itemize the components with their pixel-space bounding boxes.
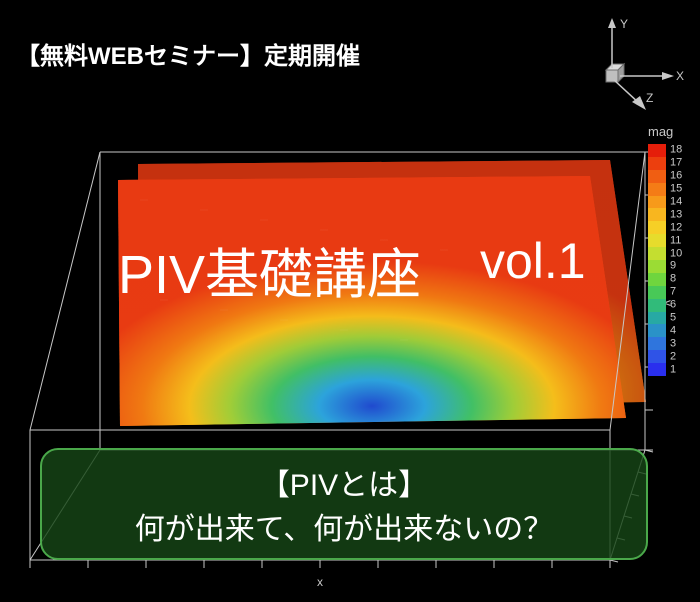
colorbar-title: mag [648, 124, 673, 139]
colorbar-seg [648, 170, 666, 183]
colorbar-tick: 9 [670, 261, 676, 272]
figure-root: 【無料WEBセミナー】定期開催 Y X Z [0, 0, 700, 602]
colorbar-seg [648, 324, 666, 337]
colorbar-tick: 13 [670, 209, 682, 220]
colorbar-tick: 5 [670, 313, 676, 324]
colorbar-seg [648, 183, 666, 196]
colorbar: mag 181716151413121110987654321 [648, 144, 666, 376]
volume-label: vol.1 [480, 232, 586, 290]
colorbar-strip [648, 144, 666, 376]
main-title: PIV基礎講座 [118, 230, 421, 309]
colorbar-seg [648, 208, 666, 221]
colorbar-seg [648, 312, 666, 325]
colorbar-seg [648, 196, 666, 209]
colorbar-tick: 3 [670, 338, 676, 349]
colorbar-seg [648, 247, 666, 260]
colorbar-seg [648, 286, 666, 299]
colorbar-tick: 15 [670, 184, 682, 195]
colorbar-tick: 11 [670, 235, 681, 246]
colorbar-seg [648, 350, 666, 363]
colorbar-tick: 10 [670, 248, 682, 259]
colorbar-tick: 18 [670, 145, 682, 156]
colorbar-seg [648, 273, 666, 286]
description-line2: 何が出来て、何が出来ないの？ [135, 504, 554, 548]
colorbar-tick: 14 [670, 197, 682, 208]
colorbar-tick: 12 [670, 222, 682, 233]
plot3d-x-label: x [317, 575, 323, 589]
colorbar-seg [648, 337, 666, 350]
colorbar-seg [648, 144, 666, 157]
colorbar-seg [648, 299, 666, 312]
colorbar-tick: 6 [670, 300, 676, 311]
colorbar-seg [648, 157, 666, 170]
colorbar-seg [648, 260, 666, 273]
colorbar-seg [648, 221, 666, 234]
colorbar-tick: 8 [670, 274, 676, 285]
plot3d-x-ticks [30, 560, 610, 568]
colorbar-tick: 16 [670, 171, 682, 182]
colorbar-tick: 1 [670, 364, 676, 375]
colorbar-tick: 2 [670, 351, 676, 362]
description-box: 【PIVとは】 何が出来て、何が出来ないの？ [40, 448, 648, 560]
colorbar-tick: 4 [670, 325, 676, 336]
colorbar-tick: 7 [670, 287, 676, 298]
description-line1: 【PIVとは】 [260, 460, 428, 504]
colorbar-tick: 17 [670, 158, 682, 169]
colorbar-seg [648, 234, 666, 247]
colorbar-seg [648, 363, 666, 376]
